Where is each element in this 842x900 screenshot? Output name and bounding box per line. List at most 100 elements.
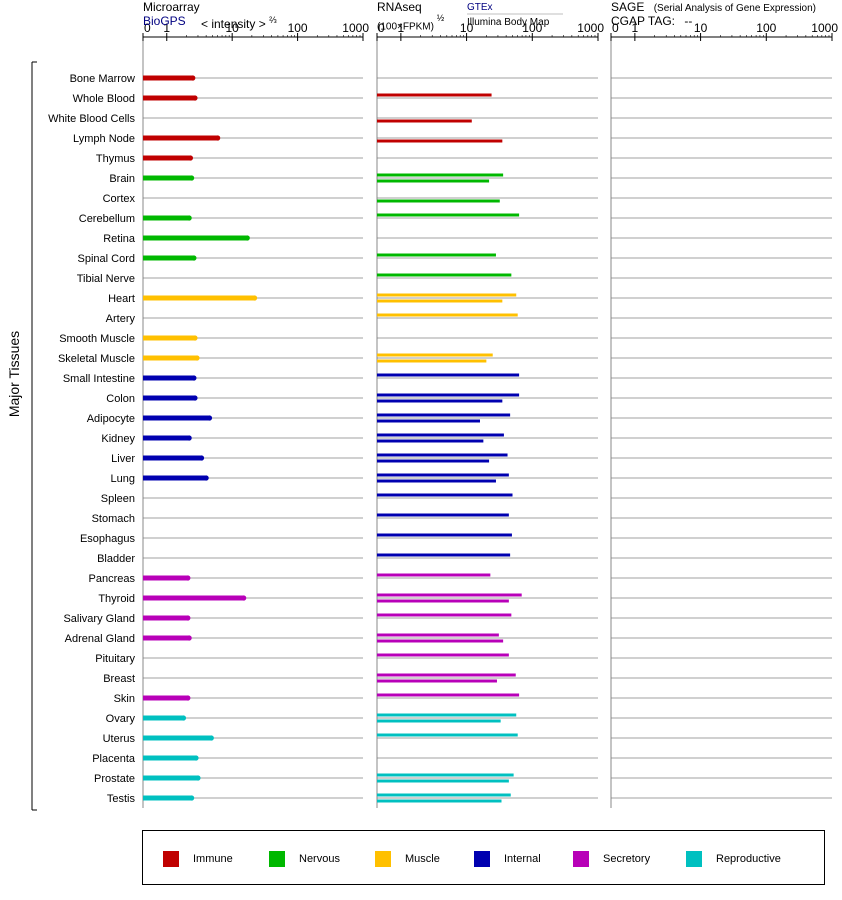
x-tick-label-microarray: 1: [163, 21, 170, 35]
tissue-label: Artery: [106, 313, 136, 325]
microarray-bar: [143, 435, 190, 441]
rnaseq-gtex-bar: [377, 773, 514, 777]
legend-item-internal: Internal: [474, 851, 541, 867]
rnaseq-exponent: ½: [436, 13, 445, 23]
rnaseq-title: RNAseq: [377, 0, 422, 14]
tissue-label: Adrenal Gland: [65, 633, 135, 645]
tissue-label: Spleen: [101, 493, 135, 505]
rnaseq-gtex-bar: [377, 273, 512, 277]
tissue-label: Thymus: [96, 153, 136, 165]
tissue-label: Thyroid: [98, 593, 135, 605]
rnaseq-illumina-bar: [377, 479, 496, 483]
microarray-bar: [143, 395, 195, 401]
microarray-bar: [143, 615, 188, 621]
tissue-label: Placenta: [92, 753, 136, 765]
microarray-scale-text: < intensity >: [201, 17, 266, 31]
microarray-bar: [143, 635, 190, 641]
microarray-bar: [143, 255, 194, 261]
microarray-bar-cap: [251, 295, 258, 301]
microarray-scale-label: < intensity > ⅔: [201, 13, 277, 31]
legend-item-nervous: Nervous: [269, 851, 340, 867]
microarray-bar-cap: [244, 235, 250, 241]
rnaseq-illumina-bar: [377, 179, 490, 183]
rnaseq-gtex-bar: [377, 353, 493, 357]
microarray-bar-cap: [187, 155, 194, 161]
legend-label-internal: Internal: [504, 853, 541, 865]
tissue-label: Brain: [109, 173, 135, 185]
rnaseq-gtex-bar: [377, 673, 516, 677]
rnaseq-gtex-bar: [377, 733, 518, 737]
microarray-bar: [143, 175, 192, 181]
x-tick-label-microarray: 0: [144, 21, 151, 35]
microarray-exponent: ⅔: [269, 15, 277, 25]
microarray-bar-cap: [191, 375, 197, 381]
legend-label-secretory: Secretory: [603, 853, 651, 865]
rnaseq-gtex-bar: [377, 653, 509, 657]
microarray-bar-cap: [186, 215, 192, 221]
rnaseq-gtex-bar: [377, 493, 513, 497]
legend-label-reproductive: Reproductive: [716, 853, 781, 865]
rnaseq-gtex-bar: [377, 93, 492, 97]
tissue-label: Retina: [103, 233, 136, 245]
microarray-bar-cap: [185, 615, 191, 621]
x-tick-label-microarray: 10: [225, 21, 239, 35]
tissue-label: Uterus: [103, 733, 136, 745]
sage-title: SAGE (Serial Analysis of Gene Expression…: [611, 0, 816, 16]
microarray-bar: [143, 755, 197, 761]
microarray-bar: [143, 95, 195, 101]
legend-item-reproductive: Reproductive: [686, 851, 781, 867]
microarray-bar-cap: [189, 175, 195, 181]
rnaseq-gtex-bar: [377, 533, 512, 537]
rnaseq-illumina-bar: [377, 459, 490, 463]
microarray-bar-cap: [185, 695, 191, 701]
x-tick-label-rnaseq: 1000: [577, 21, 604, 35]
tissue-label: Liver: [111, 453, 135, 465]
legend-label-nervous: Nervous: [299, 853, 340, 865]
sage-tag-value: --: [684, 14, 693, 28]
microarray-bar: [143, 775, 198, 781]
tissue-label: Pancreas: [89, 573, 136, 585]
rnaseq-gtex-bar: [377, 373, 520, 377]
rnaseq-gtex-bar: [377, 633, 499, 637]
rnaseq-gtex-bar: [377, 513, 509, 517]
legend-swatch-muscle: [375, 851, 391, 867]
y-axis-label: Major Tissues: [6, 331, 22, 417]
microarray-bar: [143, 355, 198, 361]
tissue-label: Prostate: [94, 773, 135, 785]
tissue-label: Spinal Cord: [78, 253, 135, 265]
legend-swatch-nervous: [269, 851, 285, 867]
x-tick-label-sage: 1: [632, 21, 639, 35]
rnaseq-illumina-bar: [377, 599, 509, 603]
tissue-label: Lung: [111, 473, 135, 485]
rnaseq-illumina-bar: [377, 399, 503, 403]
rnaseq-gtex-bar: [377, 213, 520, 217]
gtex-source-link[interactable]: GTEx: [467, 2, 493, 13]
microarray-bar-cap: [186, 435, 192, 441]
legend-swatch-internal: [474, 851, 490, 867]
microarray-bar: [143, 715, 184, 721]
x-tick-label-sage: 100: [756, 21, 776, 35]
illumina-source-link[interactable]: Illumina Body Map: [467, 17, 550, 28]
rnaseq-gtex-bar: [377, 573, 491, 577]
microarray-source-link[interactable]: BioGPS: [143, 14, 186, 28]
rnaseq-gtex-bar: [377, 713, 517, 717]
rnaseq-illumina-bar: [377, 199, 500, 203]
tissue-label: Pituitary: [95, 653, 135, 665]
rnaseq-title-text: RNAseq: [377, 0, 422, 14]
sage-tag: CGAP TAG: --: [611, 14, 692, 28]
tissue-label: Esophagus: [80, 533, 136, 545]
tissue-label: Ovary: [106, 713, 136, 725]
x-tick-label-sage: 1000: [811, 21, 838, 35]
microarray-bar: [143, 155, 191, 161]
legend-swatch-reproductive: [686, 851, 702, 867]
rnaseq-illumina-bar: [377, 679, 497, 683]
rnaseq-gtex-bar: [377, 253, 496, 257]
rnaseq-illumina-bar: [377, 359, 487, 363]
legend-label-immune: Immune: [193, 853, 233, 865]
microarray-bar: [143, 795, 192, 801]
microarray-bar-cap: [241, 595, 247, 601]
rnaseq-gtex-bar: [377, 293, 517, 297]
microarray-bar-cap: [185, 575, 191, 581]
rnaseq-gtex-bar: [377, 553, 511, 557]
